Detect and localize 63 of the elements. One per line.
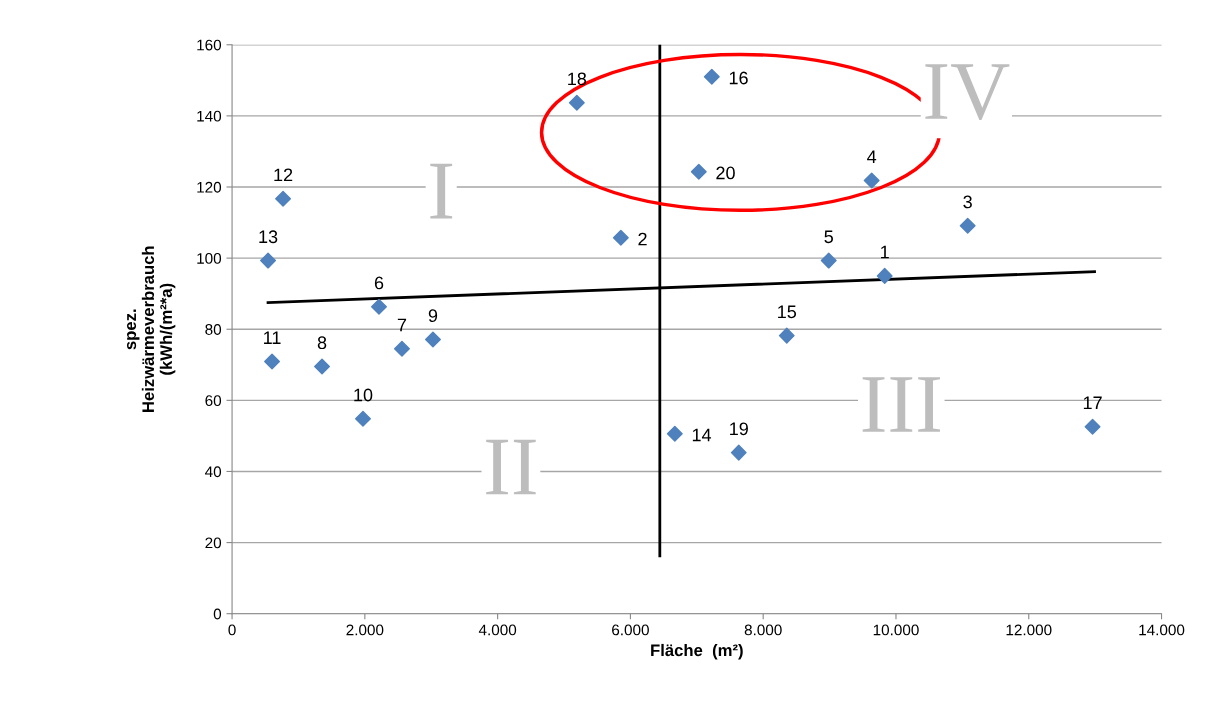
annotation: 1 — [881, 245, 889, 259]
x-tick-label: 2.000 — [346, 624, 384, 636]
point — [612, 229, 629, 246]
y-tick-label: 80 — [205, 324, 222, 335]
annotation: 19 — [730, 422, 748, 436]
annotation: 15 — [778, 305, 797, 319]
y-tick-label: 60 — [205, 395, 222, 407]
annotation: 9 — [428, 309, 438, 323]
y-tick-label: 100 — [197, 252, 222, 264]
x-tick-label: 14.000 — [1139, 624, 1185, 636]
annotation: 17 — [1083, 396, 1102, 410]
annotation: 13 — [259, 230, 278, 244]
annotation: II — [486, 439, 536, 495]
x-tick-label: 4.000 — [478, 624, 517, 636]
annotation: I — [430, 163, 453, 219]
annotation: 7 — [397, 318, 407, 332]
point — [1084, 418, 1101, 435]
point — [275, 190, 292, 207]
x-tick-label: 6.000 — [612, 624, 649, 636]
x-axis-title: Fläche (m²) — [651, 643, 743, 660]
annotation: 12 — [274, 168, 293, 182]
point — [393, 340, 410, 357]
point — [568, 94, 585, 111]
x-tick-label: 12.000 — [1006, 624, 1052, 636]
point — [264, 353, 281, 370]
point — [371, 298, 387, 315]
x-tick-label: 0 — [228, 624, 236, 636]
y-tick-label: 160 — [197, 39, 222, 51]
x-tick-label: 8.000 — [744, 624, 782, 636]
point — [959, 217, 976, 234]
annotation: IV — [925, 64, 1010, 121]
y-tick-label: 40 — [205, 466, 222, 478]
annotation: 3 — [963, 195, 972, 209]
annotation: 20 — [716, 166, 735, 180]
annotation: 2 — [638, 232, 647, 246]
annotation: 8 — [317, 336, 327, 350]
point — [260, 252, 277, 269]
point — [863, 172, 880, 189]
annotation: 5 — [824, 230, 833, 244]
y-tick-label: 0 — [213, 608, 222, 620]
annotation: III — [862, 377, 940, 432]
annotation: 4 — [867, 150, 877, 163]
annotation: 6 — [374, 276, 384, 290]
point — [424, 331, 441, 348]
point — [314, 358, 331, 375]
point — [690, 163, 707, 180]
annotation: 16 — [729, 71, 748, 85]
annotation: 11 — [264, 331, 281, 344]
point — [778, 327, 795, 344]
y-tick-label: 20 — [205, 537, 222, 549]
x-tick-label: 10.000 — [873, 624, 919, 636]
point — [666, 425, 683, 442]
annotation: 14 — [692, 428, 712, 442]
point — [355, 410, 371, 427]
y-axis-title: spez. Heizwärmeverbrauch (kWh/(m²*a) — [126, 246, 176, 412]
annotation: 18 — [568, 72, 587, 86]
point — [730, 444, 747, 461]
point — [703, 68, 720, 85]
annotation: 10 — [354, 388, 373, 402]
point — [876, 267, 893, 284]
point — [820, 252, 837, 269]
y-tick-label: 120 — [197, 181, 222, 193]
y-tick-label: 140 — [197, 110, 222, 122]
